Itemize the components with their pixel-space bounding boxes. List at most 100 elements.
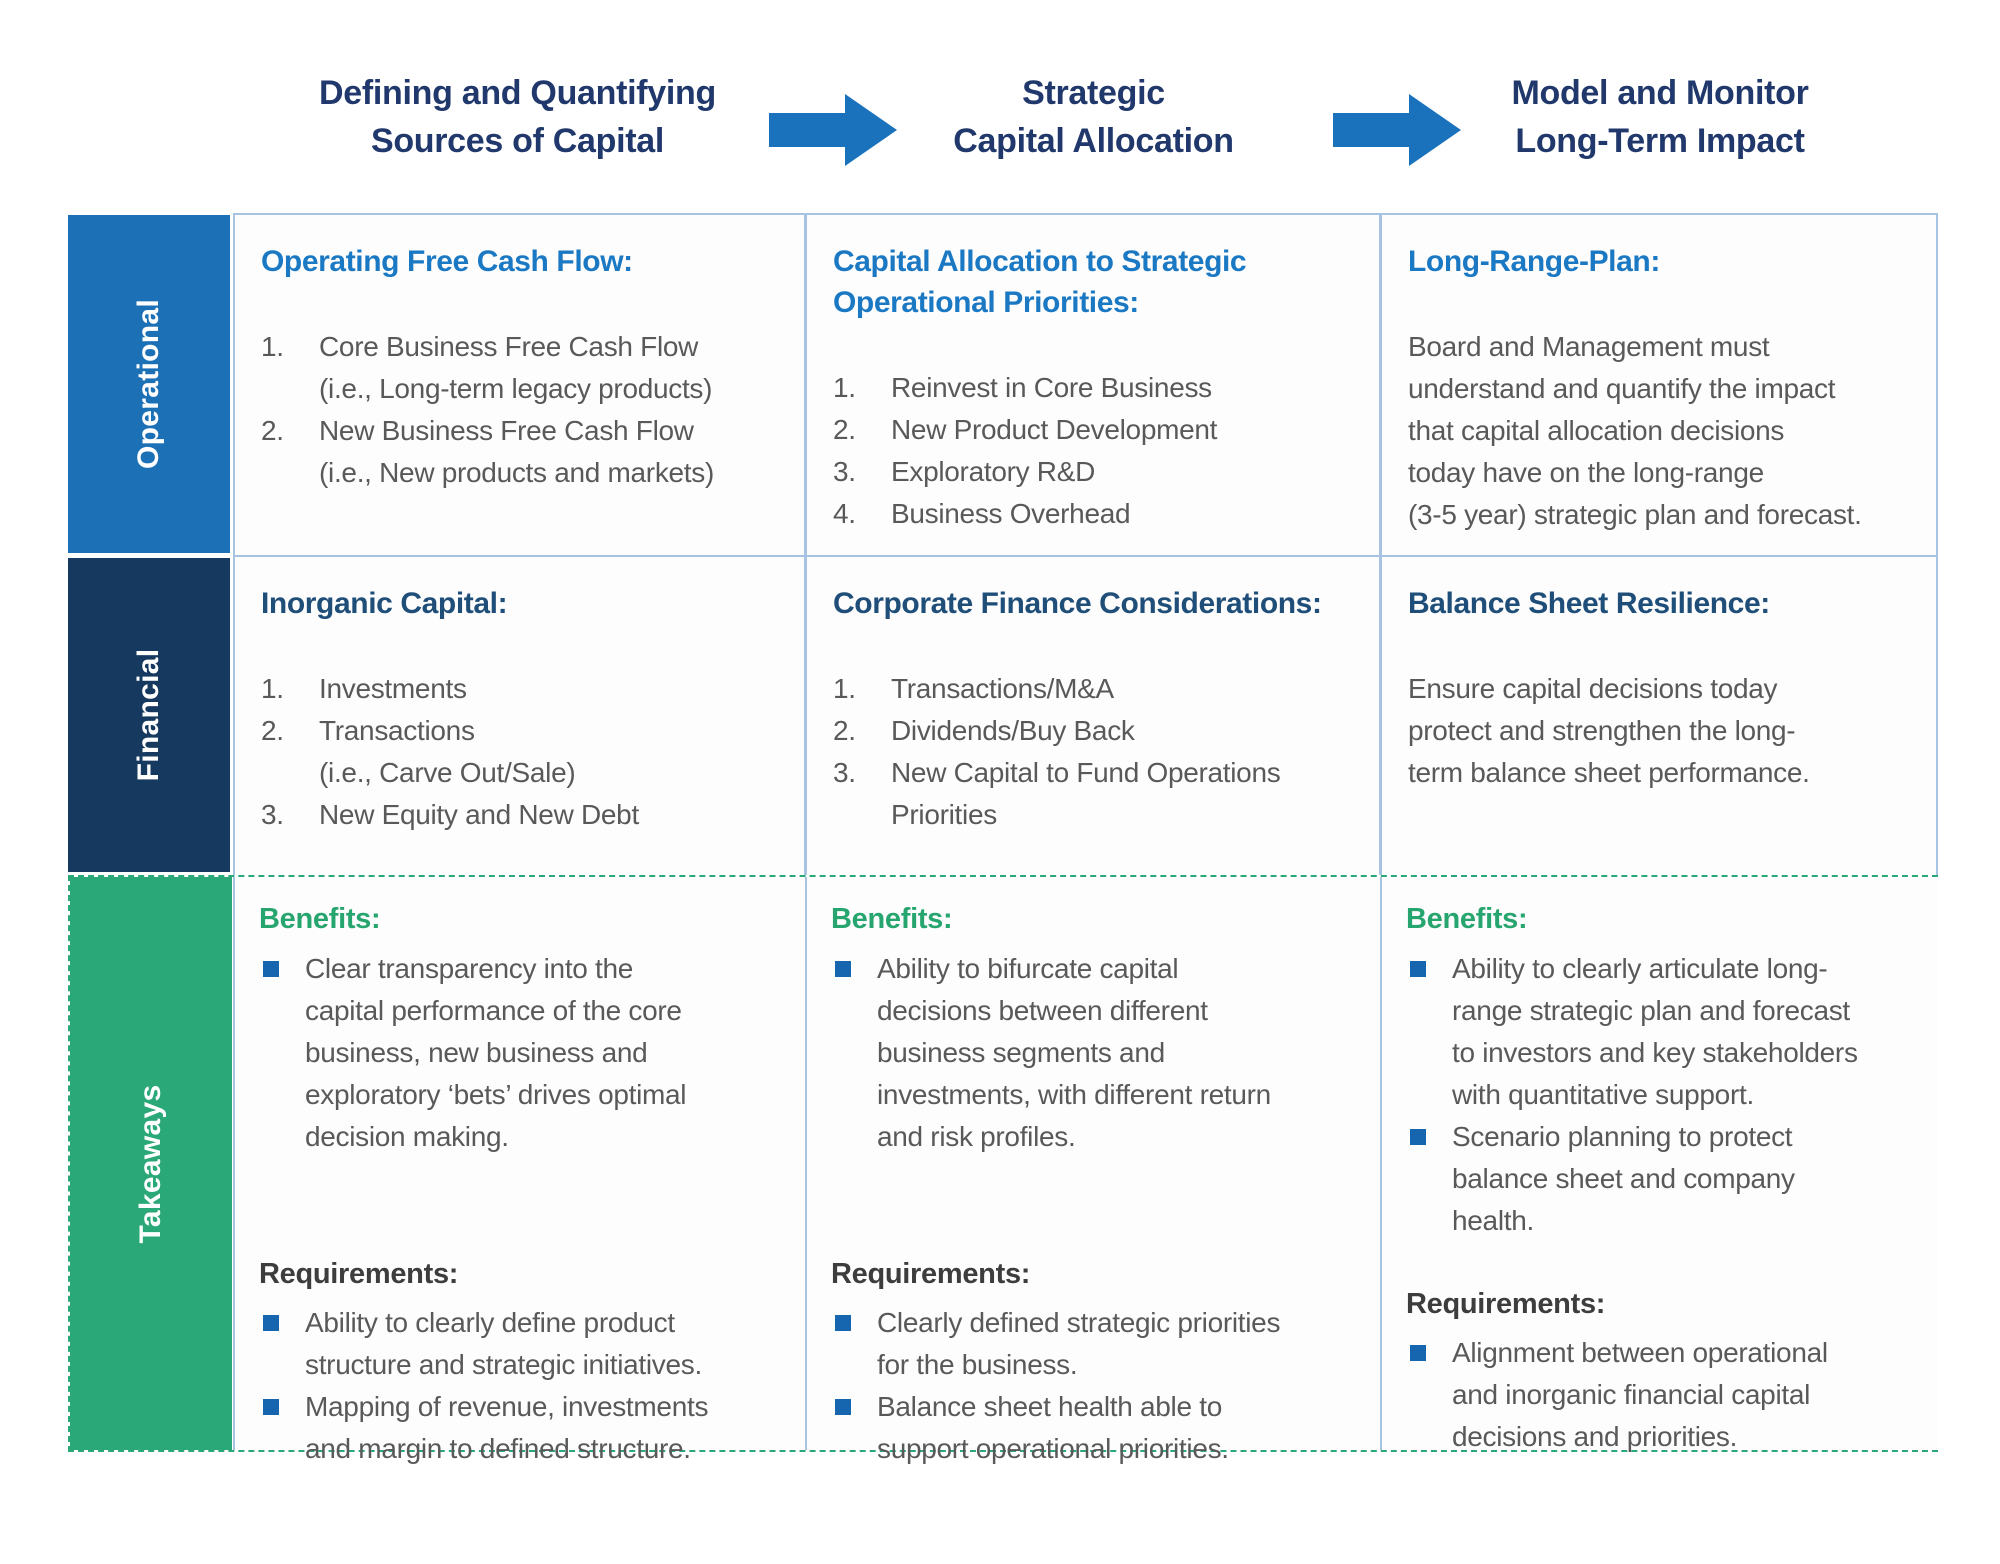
cell-financial-corporate: Corporate Finance Considerations: 1. Tra…	[805, 555, 1381, 877]
square-bullet-icon	[835, 1399, 851, 1416]
square-bullet-icon	[263, 1315, 279, 1332]
requirements-heading: Requirements:	[1406, 1287, 1606, 1320]
row-label-financial-text: Financial	[132, 648, 165, 782]
list-item: 3. Exploratory R&D	[833, 451, 1365, 493]
requirements-heading: Requirements:	[259, 1257, 459, 1290]
cell-takeaways-allocation: Benefits: Ability to bifurcate capital d…	[805, 877, 1381, 1464]
cell-title: Corporate Finance Considerations:	[833, 587, 1322, 620]
list-item: 2. New Product Development	[833, 409, 1365, 451]
takeaways-row: Takeaways Benefits: Clear transparency i…	[68, 875, 1938, 1464]
list-item-text: Transactions (i.e., Carve Out/Sale)	[319, 715, 576, 789]
cell-takeaways-sources: Benefits: Clear transparency into the ca…	[233, 877, 806, 1464]
requirement-text: Alignment between operational and inorga…	[1452, 1337, 1828, 1453]
list-item: 2. New Business Free Cash Flow (i.e., Ne…	[261, 410, 790, 494]
benefit-item: Scenario planning to protect balance she…	[1406, 1116, 1926, 1242]
benefits-heading: Benefits:	[259, 903, 381, 935]
list-number: 3.	[833, 757, 856, 789]
square-bullet-icon	[1410, 960, 1426, 977]
requirement-text: Mapping of revenue, investments and marg…	[305, 1391, 709, 1465]
list-item-text: Reinvest in Core Business	[891, 372, 1212, 404]
list-item-text: Business Overhead	[891, 498, 1131, 530]
flow-step-3-title: Model and Monitor Long-Term Impact	[1511, 74, 1809, 160]
list-number: 3.	[833, 456, 856, 488]
benefit-text: Scenario planning to protect balance she…	[1452, 1120, 1795, 1236]
list-item: 2. Transactions (i.e., Carve Out/Sale)	[261, 710, 790, 794]
benefit-item: Ability to bifurcate capital decisions b…	[831, 948, 1369, 1158]
benefit-item: Clear transparency into the capital perf…	[259, 948, 794, 1158]
row-label-financial: Financial	[68, 558, 230, 872]
list-number: 1.	[833, 372, 856, 404]
list-number: 1.	[261, 673, 284, 705]
list-item: 1. Transactions/M&A	[833, 668, 1365, 710]
flow-step-1-title: Defining and Quantifying Sources of Capi…	[319, 74, 716, 160]
row-label-takeaways-text: Takeaways	[134, 1084, 167, 1243]
cell-operational-sources: Operating Free Cash Flow: 1. Core Busine…	[233, 213, 806, 557]
row-label-takeaways: Takeaways	[70, 877, 232, 1450]
requirement-item: Balance sheet health able to support ope…	[831, 1386, 1369, 1470]
list-item-text: New Equity and New Debt	[319, 799, 639, 831]
list-item-text: Dividends/Buy Back	[891, 715, 1135, 747]
flow-arrow-1	[763, 88, 901, 172]
list-item-text: Investments	[319, 673, 467, 705]
cell-title: Operating Free Cash Flow:	[261, 245, 633, 278]
list-item-text: Transactions/M&A	[891, 673, 1114, 705]
list-item-text: Exploratory R&D	[891, 456, 1096, 488]
list-number: 4.	[833, 498, 856, 530]
list-item: 3. New Equity and New Debt	[261, 794, 790, 836]
cell-operational-allocation: Capital Allocation to Strategic Operatio…	[805, 213, 1381, 557]
cell-paragraph: Ensure capital decisions today protect a…	[1408, 673, 1810, 789]
benefit-text: Clear transparency into the capital perf…	[305, 952, 687, 1152]
cell-title: Balance Sheet Resilience:	[1408, 587, 1770, 620]
requirement-item: Alignment between operational and inorga…	[1406, 1332, 1926, 1458]
list-item: 2. Dividends/Buy Back	[833, 710, 1365, 752]
requirement-item: Clearly defined strategic priorities for…	[831, 1302, 1369, 1386]
cell-financial-inorganic: Inorganic Capital: 1. Investments 2. Tra…	[233, 555, 806, 877]
flow-step-2-title: Strategic Capital Allocation	[953, 74, 1234, 160]
arrow-right-icon	[769, 94, 897, 166]
cell-financial-balance-sheet: Balance Sheet Resilience: Ensure capital…	[1380, 555, 1938, 877]
square-bullet-icon	[263, 960, 279, 977]
list-number: 2.	[261, 415, 284, 447]
benefit-text: Ability to clearly articulate long- rang…	[1452, 952, 1858, 1110]
requirement-text: Ability to clearly define product struct…	[305, 1307, 702, 1381]
cell-title: Inorganic Capital:	[261, 587, 508, 620]
flow-arrow-2	[1327, 88, 1465, 172]
cell-title: Capital Allocation to Strategic Operatio…	[833, 245, 1247, 320]
list-item: 1. Investments	[261, 668, 790, 710]
requirement-text: Balance sheet health able to support ope…	[877, 1391, 1229, 1465]
capital-matrix-table: Operational Financial Operating Free Cas…	[68, 213, 1938, 1464]
arrow-right-icon	[1333, 94, 1461, 166]
benefits-heading: Benefits:	[1406, 903, 1528, 935]
row-label-operational: Operational	[68, 215, 230, 553]
list-item: 1. Core Business Free Cash Flow (i.e., L…	[261, 326, 790, 410]
list-number: 1.	[261, 331, 284, 363]
list-number: 2.	[833, 715, 856, 747]
list-item-text: New Product Development	[891, 414, 1218, 446]
square-bullet-icon	[1410, 1345, 1426, 1362]
list-item-text: Core Business Free Cash Flow (i.e., Long…	[319, 331, 713, 405]
list-number: 3.	[261, 799, 284, 831]
cell-takeaways-long-range: Benefits: Ability to clearly articulate …	[1380, 877, 1938, 1452]
square-bullet-icon	[835, 1315, 851, 1332]
list-item: 1. Reinvest in Core Business	[833, 367, 1365, 409]
cell-operational-long-range: Long-Range-Plan: Board and Management mu…	[1380, 213, 1938, 557]
benefit-item: Ability to clearly articulate long- rang…	[1406, 948, 1926, 1116]
cell-paragraph: Board and Management must understand and…	[1408, 331, 1862, 531]
benefit-text: Ability to bifurcate capital decisions b…	[877, 952, 1271, 1152]
list-item: 4. Business Overhead	[833, 493, 1365, 535]
list-item-text: New Capital to Fund Operations Prioritie…	[891, 757, 1281, 831]
square-bullet-icon	[835, 960, 851, 977]
row-label-operational-text: Operational	[132, 299, 165, 469]
requirement-text: Clearly defined strategic priorities for…	[877, 1307, 1281, 1381]
list-number: 2.	[833, 414, 856, 446]
list-number: 2.	[261, 715, 284, 747]
cell-title: Long-Range-Plan:	[1408, 245, 1660, 278]
requirements-heading: Requirements:	[831, 1257, 1031, 1290]
list-item: 3. New Capital to Fund Operations Priori…	[833, 752, 1365, 836]
square-bullet-icon	[263, 1399, 279, 1416]
list-number: 1.	[833, 673, 856, 705]
list-item-text: New Business Free Cash Flow (i.e., New p…	[319, 415, 714, 489]
square-bullet-icon	[1410, 1128, 1426, 1145]
requirement-item: Mapping of revenue, investments and marg…	[259, 1386, 794, 1470]
